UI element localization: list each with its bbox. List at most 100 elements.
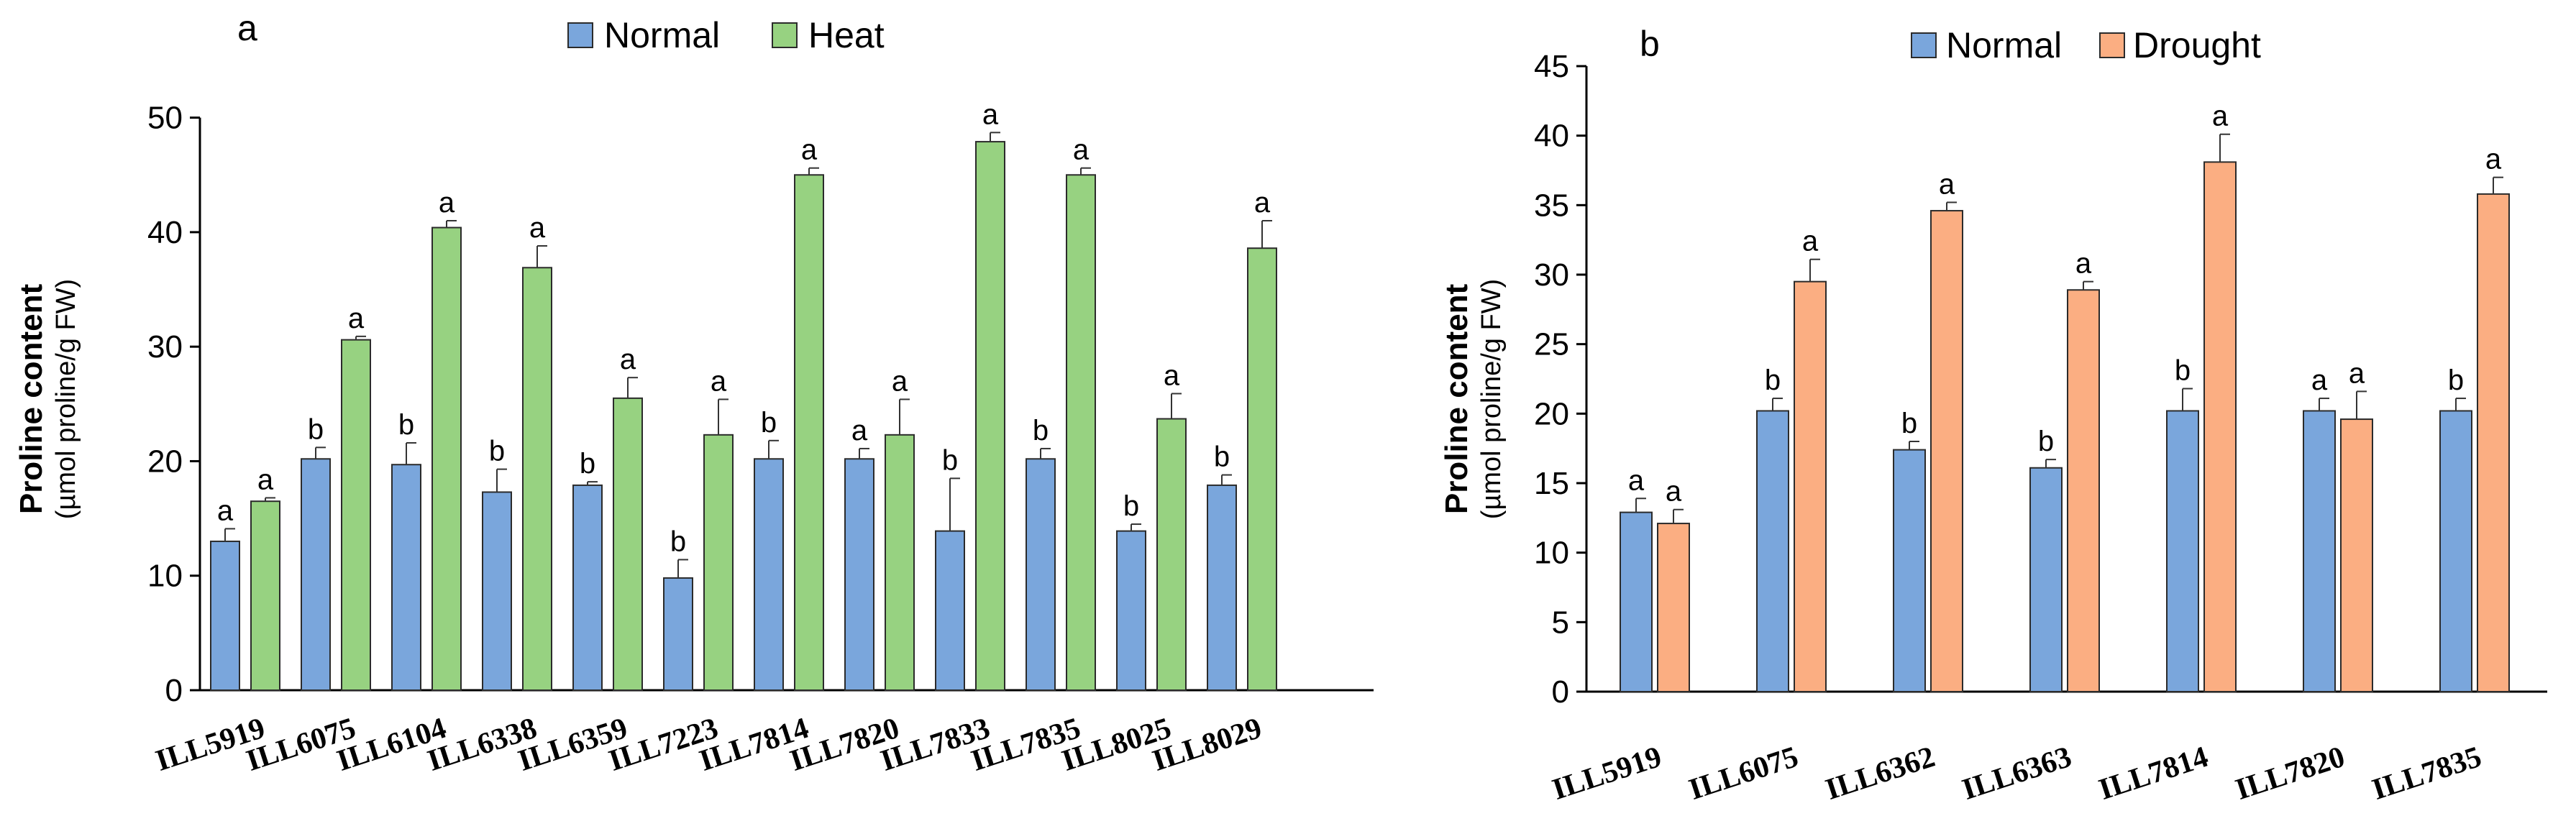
bar-normal [2303, 410, 2336, 692]
bar-normal [2439, 410, 2472, 692]
y-tick-label: 30 [1534, 257, 1569, 293]
bar-normal [572, 484, 603, 691]
y-tick-label: 15 [1534, 466, 1569, 501]
y-tick-label: 20 [147, 444, 183, 479]
bar-drought [2067, 289, 2100, 692]
y-tick-label: 40 [1534, 119, 1569, 154]
significance-letter: b [308, 413, 324, 445]
bar-heat [1156, 418, 1187, 691]
significance-letter: b [1033, 415, 1049, 446]
significance-letter: b [1901, 408, 1917, 439]
panel-label: a [237, 8, 257, 48]
bar-normal [391, 464, 421, 691]
bar-normal [482, 491, 512, 691]
x-tick-label: ILL6075 [1685, 741, 1802, 807]
y-tick-label: 0 [165, 673, 183, 708]
legend-swatch-normal [567, 22, 593, 48]
significance-letter: b [398, 409, 414, 441]
bar-heat [794, 174, 824, 692]
y-axis-sublabel: (µmol proline/g FW) [51, 279, 81, 519]
y-axis-label: Proline content [14, 284, 49, 515]
y-axis-label: Proline content [1439, 284, 1474, 515]
significance-letter: b [2038, 426, 2054, 457]
bar-normal [935, 530, 965, 691]
significance-letter: b [2448, 365, 2464, 396]
y-tick-label: 30 [147, 329, 183, 365]
significance-letter: b [761, 407, 777, 439]
bar-normal [2029, 467, 2063, 692]
legend-label-normal: Normal [604, 15, 720, 55]
y-tick-label: 35 [1534, 188, 1569, 223]
significance-letter: a [711, 365, 727, 397]
bar-normal [663, 577, 693, 691]
significance-letter: a [348, 303, 365, 334]
bar-heat [703, 434, 734, 692]
legend-label-drought: Drought [2133, 25, 2261, 65]
bar-heat [1066, 174, 1096, 692]
bar-drought [1657, 523, 1690, 692]
significance-letter: a [1628, 464, 1645, 496]
significance-letter: b [1214, 441, 1230, 473]
significance-letter: a [801, 134, 818, 166]
x-tick-label: ILL5919 [1548, 741, 1666, 807]
significance-letter: a [892, 365, 908, 397]
bar-normal [1756, 410, 1789, 692]
bar-normal [1893, 449, 1926, 692]
bar-normal [1026, 458, 1056, 691]
y-tick-label: 0 [1552, 674, 1569, 710]
bar-heat [613, 397, 643, 691]
significance-letter: b [1123, 490, 1139, 522]
chart-panel-a: 0 10 20 30 40 50 Proline content (µmol proline/… [14, 8, 1374, 778]
significance-letter: a [1802, 226, 1819, 257]
bar-heat [341, 339, 371, 691]
bar-normal [210, 540, 240, 691]
significance-letter: a [851, 415, 868, 446]
y-tick-label: 5 [1552, 605, 1569, 640]
x-tick-label: ILL6363 [1958, 741, 2075, 807]
bar-drought [2340, 418, 2373, 692]
significance-letter: a [620, 344, 636, 375]
bar-normal [1116, 530, 1146, 691]
y-tick-label: 50 [147, 101, 183, 136]
bar-heat [1247, 247, 1277, 691]
bar-drought [2203, 161, 2237, 692]
significance-letter: a [1073, 134, 1090, 166]
significance-letter: a [1164, 359, 1180, 391]
chart-panel-b: 0 5 10 15 20 25 30 35 40 45 Proline content (µmol p… [1439, 24, 2547, 807]
significance-letter: a [1254, 187, 1271, 219]
significance-letter: a [2311, 365, 2328, 396]
y-tick-label: 10 [147, 559, 183, 594]
significance-letter: a [1666, 476, 1682, 508]
bar-normal [844, 458, 874, 691]
y-axis-sublabel: (µmol proline/g FW) [1476, 279, 1507, 519]
y-tick-label: 40 [147, 215, 183, 250]
significance-letter: b [670, 526, 686, 557]
significance-letter: a [1939, 168, 1955, 200]
bar-heat [250, 500, 280, 691]
significance-letter: b [2175, 355, 2191, 387]
significance-letter: a [257, 464, 274, 495]
bar-normal [754, 458, 784, 691]
significance-letter: a [2485, 144, 2502, 175]
significance-letter: a [217, 495, 234, 526]
y-tick-label: 45 [1534, 49, 1569, 84]
y-tick-label: 25 [1534, 327, 1569, 362]
significance-letter: a [2075, 248, 2092, 280]
bar-normal [1207, 484, 1237, 691]
x-tick-label: ILL7820 [2232, 741, 2349, 807]
significance-letter: a [439, 187, 455, 219]
significance-letter: a [982, 98, 999, 130]
bar-drought [1794, 280, 1827, 692]
bar-normal [301, 458, 331, 691]
significance-letter: a [2349, 357, 2365, 389]
x-tick-label: ILL7814 [2095, 741, 2212, 807]
bar-heat [885, 434, 915, 692]
legend-label-heat: Heat [808, 15, 885, 55]
x-tick-label: ILL6362 [1822, 741, 1939, 807]
panel-label: b [1640, 24, 1660, 64]
legend-swatch-heat [772, 22, 798, 48]
bar-normal [2166, 410, 2199, 692]
bar-heat [431, 226, 462, 691]
bar-drought [2477, 193, 2510, 693]
